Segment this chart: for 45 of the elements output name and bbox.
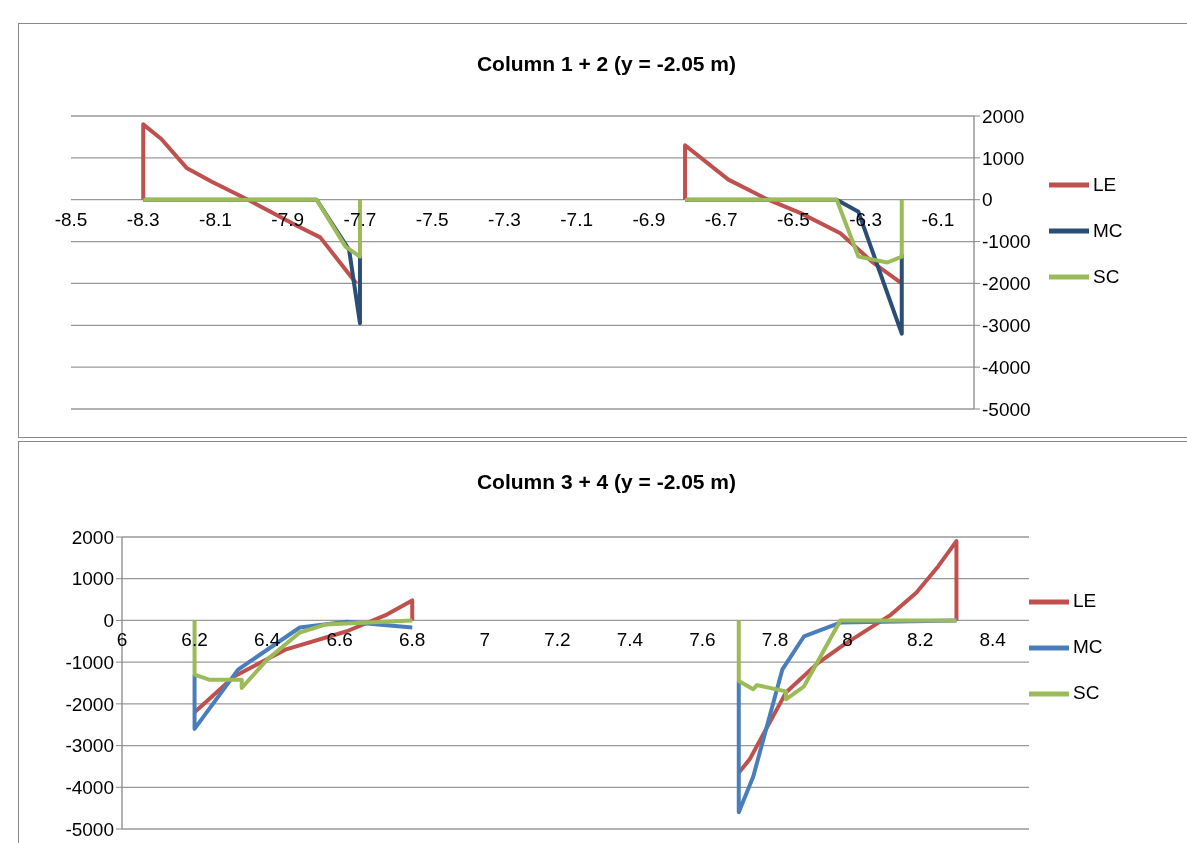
x-tick-label: 8.2 <box>906 629 934 651</box>
x-tick-label: -8.1 <box>199 208 232 230</box>
x-tick-label: -7.5 <box>415 208 449 230</box>
x-tick-label: 7.6 <box>689 629 716 651</box>
y-tick-label: -1000 <box>65 651 114 673</box>
x-tick-label: 7.2 <box>544 629 571 651</box>
y-tick-label: 2000 <box>71 526 114 548</box>
x-tick-label: -6.7 <box>704 208 738 230</box>
x-tick-label: -8.3 <box>126 208 160 230</box>
x-tick-label: -6.1 <box>921 208 955 230</box>
legend-label: LE <box>1093 173 1117 195</box>
y-tick-label: 1000 <box>71 568 114 590</box>
x-tick-label: 8.4 <box>979 629 1007 651</box>
x-tick-label: 6.6 <box>326 629 353 651</box>
x-tick-label: 6 <box>116 629 128 651</box>
y2-tick-label: -1000 <box>982 231 1031 253</box>
y2-tick-label: -3000 <box>982 315 1031 337</box>
legend-label: MC <box>1093 219 1123 241</box>
legend-label: MC <box>1073 636 1103 657</box>
x-tick-label: -7.3 <box>488 208 521 230</box>
x-tick-label: 7.8 <box>761 629 789 651</box>
y2-tick-label: 1000 <box>982 147 1025 169</box>
x-tick-label: -8.5 <box>54 208 88 230</box>
y2-tick-label: -4000 <box>982 356 1031 378</box>
y2-tick-label: 0 <box>982 189 993 211</box>
y-tick-label: -2000 <box>65 693 114 715</box>
y-tick-label: -5000 <box>65 818 114 840</box>
x-tick-label: 7 <box>479 629 491 651</box>
legend-label: SC <box>1073 682 1100 703</box>
x-tick-label: -7.1 <box>560 208 594 230</box>
y-tick-label: -4000 <box>65 777 114 799</box>
x-tick-label: -6.9 <box>632 208 666 230</box>
y2-tick-label: 2000 <box>982 105 1025 127</box>
legend-label: SC <box>1093 265 1120 287</box>
y2-tick-label: -2000 <box>982 273 1031 295</box>
legend-label: LE <box>1073 590 1097 611</box>
x-tick-label: 6.4 <box>253 629 281 651</box>
x-tick-label: 7.4 <box>616 629 644 651</box>
y-tick-label: -3000 <box>65 735 114 757</box>
chart-title: Column 3 + 4 (y = -2.05 m) <box>475 470 738 494</box>
chart-title: Column 1 + 2 (y = -2.05 m) <box>475 52 738 76</box>
y2-tick-label: -5000 <box>982 398 1031 420</box>
x-tick-label: -6.5 <box>777 208 810 230</box>
y-tick-label: 0 <box>103 610 114 632</box>
x-tick-label: 6.8 <box>399 629 426 651</box>
